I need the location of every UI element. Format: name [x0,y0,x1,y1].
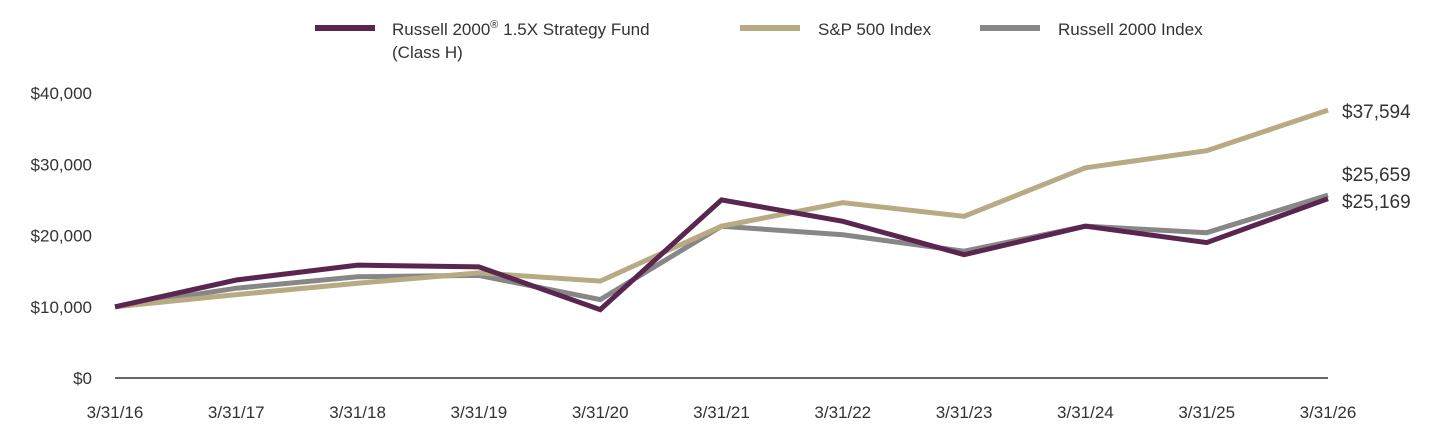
x-axis: 3/31/16 3/31/17 3/31/18 3/31/19 3/31/20 3/31/… [87,403,1357,422]
legend-item-fund: Russell 2000® 1.5X Strategy Fund (Class … [315,19,650,62]
x-tick-label: 3/31/26 [1300,403,1357,422]
x-tick-label: 3/31/17 [208,403,265,422]
series-line-sp500 [114,107,1329,310]
y-tick-label: $30,000 [31,155,92,174]
x-tick-label: 3/31/16 [87,403,144,422]
legend-fund-name-part2: 1.5X Strategy Fund [498,20,649,39]
x-tick-label: 3/31/20 [572,403,629,422]
x-tick-label: 3/31/22 [814,403,871,422]
x-tick-label: 3/31/25 [1178,403,1235,422]
legend: Russell 2000® 1.5X Strategy Fund (Class … [315,19,1203,62]
series-line-fund [114,196,1329,313]
x-tick-label: 3/31/19 [451,403,508,422]
series-lines [114,107,1329,313]
legend-fund-name-part1: Russell 2000 [392,20,490,39]
x-tick-label: 3/31/23 [936,403,993,422]
y-tick-label: $40,000 [31,84,92,103]
y-tick-label: $10,000 [31,298,92,317]
x-tick-label: 3/31/21 [693,403,750,422]
y-tick-label: $20,000 [31,227,92,246]
legend-item-russell2000: Russell 2000 Index [980,20,1203,39]
legend-label-fund-line2: (Class H) [392,43,463,62]
legend-fund-registered-mark: ® [490,19,498,31]
legend-label-russell2000: Russell 2000 Index [1058,20,1203,39]
legend-item-sp500: S&P 500 Index [740,20,932,39]
x-tick-label: 3/31/18 [329,403,386,422]
end-value-labels: $37,594 $25,659 $25,169 [1342,102,1411,213]
legend-label-sp500: S&P 500 Index [818,20,932,39]
end-label-sp500: $37,594 [1342,102,1411,123]
end-label-russell2000: $25,659 [1342,165,1411,186]
legend-label-fund: Russell 2000® 1.5X Strategy Fund [392,19,650,39]
x-tick-label: 3/31/24 [1057,403,1114,422]
y-axis: $0 $10,000 $20,000 $30,000 $40,000 [31,84,92,388]
end-label-fund: $25,169 [1342,192,1411,213]
y-tick-label: $0 [73,369,92,388]
